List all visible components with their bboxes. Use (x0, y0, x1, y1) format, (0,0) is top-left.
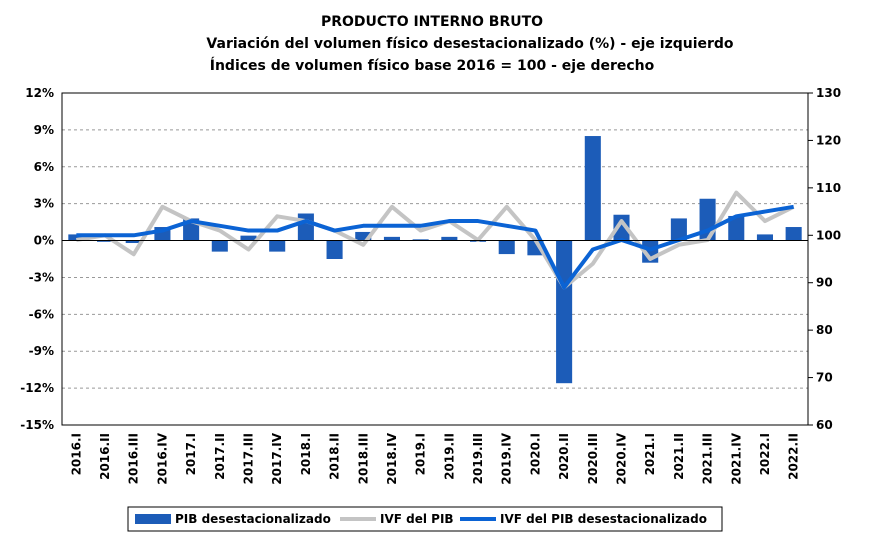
x-tick-label: 2021.III (701, 433, 715, 484)
bar (613, 214, 630, 241)
bar (498, 240, 515, 255)
x-tick-label: 2018.II (328, 433, 342, 480)
y2-tick-label: 60 (816, 418, 833, 432)
y-tick-label: -15% (20, 418, 54, 432)
legend-label: IVF del PIB desestacionalizado (500, 512, 707, 526)
x-tick-label: 2018.I (299, 433, 313, 475)
legend-box (127, 506, 723, 532)
bar (211, 240, 228, 252)
bar (584, 136, 601, 241)
y-tick-label: 9% (34, 123, 54, 137)
chart-subtitle: Índices de volumen físico base 2016 = 10… (210, 57, 655, 74)
y-tick-label: 0% (34, 234, 54, 248)
x-tick-label: 2019.I (414, 433, 428, 475)
y-tick-label: -3% (29, 270, 54, 284)
x-tick-label: 2017.IV (270, 432, 284, 484)
bar (556, 240, 573, 384)
x-tick-label: 2018.IV (385, 432, 399, 484)
y2-tick-label: 110 (816, 181, 841, 195)
bar (756, 234, 773, 241)
bar (412, 239, 429, 241)
chart-subtitle: Variación del volumen físico desestacion… (206, 36, 734, 52)
x-tick-label: 2022.I (758, 433, 772, 475)
x-tick-label: 2018.III (356, 433, 370, 484)
plot-frame (61, 92, 809, 426)
x-tick-label: 2022.II (787, 433, 801, 480)
x-tick-label: 2021.I (643, 433, 657, 475)
x-tick-label: 2019.IV (500, 432, 514, 484)
y2-tick-label: 130 (816, 86, 841, 100)
bar (670, 218, 687, 241)
x-tick-label: 2017.II (213, 433, 227, 480)
y-tick-label: 3% (34, 197, 54, 211)
bar (383, 236, 400, 241)
y-tick-label: -6% (29, 307, 54, 321)
line (76, 204, 794, 290)
chart-title: PRODUCTO INTERNO BRUTO (321, 14, 543, 30)
bar (269, 240, 286, 252)
legend-swatch (135, 514, 171, 524)
bar (441, 236, 458, 241)
x-tick-label: 2020.IV (615, 432, 629, 484)
x-tick-label: 2016.III (127, 433, 141, 484)
bar (68, 234, 85, 241)
legend-label: PIB desestacionalizado (175, 512, 331, 526)
y2-tick-label: 80 (816, 323, 833, 337)
bar (97, 240, 114, 242)
bar (297, 213, 314, 241)
x-tick-label: 2017.I (184, 433, 198, 475)
x-tick-label: 2019.II (442, 433, 456, 480)
y-tick-label: -9% (29, 344, 54, 358)
bar (240, 235, 257, 241)
x-tick-label: 2016.IV (155, 432, 169, 484)
y2-tick-label: 70 (816, 371, 833, 385)
x-tick-label: 2021.II (672, 433, 686, 480)
x-tick-label: 2020.III (586, 433, 600, 484)
bar (125, 240, 142, 244)
bar (728, 215, 745, 241)
x-tick-label: 2019.III (471, 433, 485, 484)
y-tick-label: -12% (20, 381, 54, 395)
x-tick-label: 2021.IV (729, 432, 743, 484)
legend-label: IVF del PIB (380, 512, 454, 526)
bar (326, 240, 343, 259)
x-tick-label: 2016.II (98, 433, 112, 480)
y-tick-label: 6% (34, 160, 54, 174)
y2-tick-label: 100 (816, 228, 841, 242)
bar (785, 227, 802, 241)
y2-tick-label: 120 (816, 133, 841, 147)
x-tick-label: 2020.I (528, 433, 542, 475)
x-tick-label: 2017.III (242, 433, 256, 484)
x-tick-label: 2020.II (557, 433, 571, 480)
x-tick-label: 2016.I (69, 433, 83, 475)
y-tick-label: 12% (25, 86, 54, 100)
y2-tick-label: 90 (816, 276, 833, 290)
bar (355, 231, 372, 241)
